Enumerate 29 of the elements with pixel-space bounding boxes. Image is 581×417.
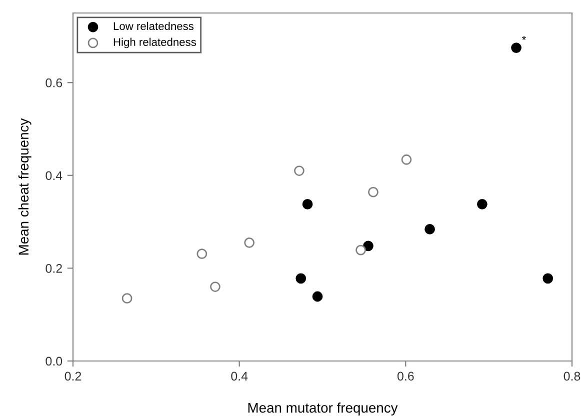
y-tick-label: 0.4 <box>46 171 62 180</box>
point <box>244 237 255 248</box>
y-tick-label: 0.0 <box>46 356 62 366</box>
legend-label: Low relatedness <box>114 22 194 30</box>
point <box>210 282 220 292</box>
annotation: * <box>522 36 526 40</box>
x-tick-label: 0.6 <box>397 372 414 381</box>
legend-label: High relatedness <box>114 38 196 48</box>
point <box>302 198 313 210</box>
point <box>424 224 435 234</box>
point <box>363 240 374 252</box>
x-tick-label: 0.2 <box>64 372 82 381</box>
point <box>294 166 304 176</box>
x-tick-label: 0.4 <box>231 372 248 381</box>
x-axis-title: Mean mutator frequency <box>248 402 398 416</box>
point <box>312 291 323 302</box>
point <box>122 293 132 304</box>
point <box>476 198 488 210</box>
y-tick-label: 0.2 <box>46 264 62 273</box>
point <box>511 42 522 53</box>
point <box>356 244 366 256</box>
y-tick-label: 0.6 <box>46 78 62 88</box>
y-axis-title: Mean cheat frequency <box>18 118 32 255</box>
point <box>368 186 378 198</box>
point <box>401 154 412 165</box>
point <box>196 248 208 260</box>
x-tick-label: 0.8 <box>564 372 580 381</box>
point <box>296 273 306 284</box>
point <box>542 273 554 284</box>
